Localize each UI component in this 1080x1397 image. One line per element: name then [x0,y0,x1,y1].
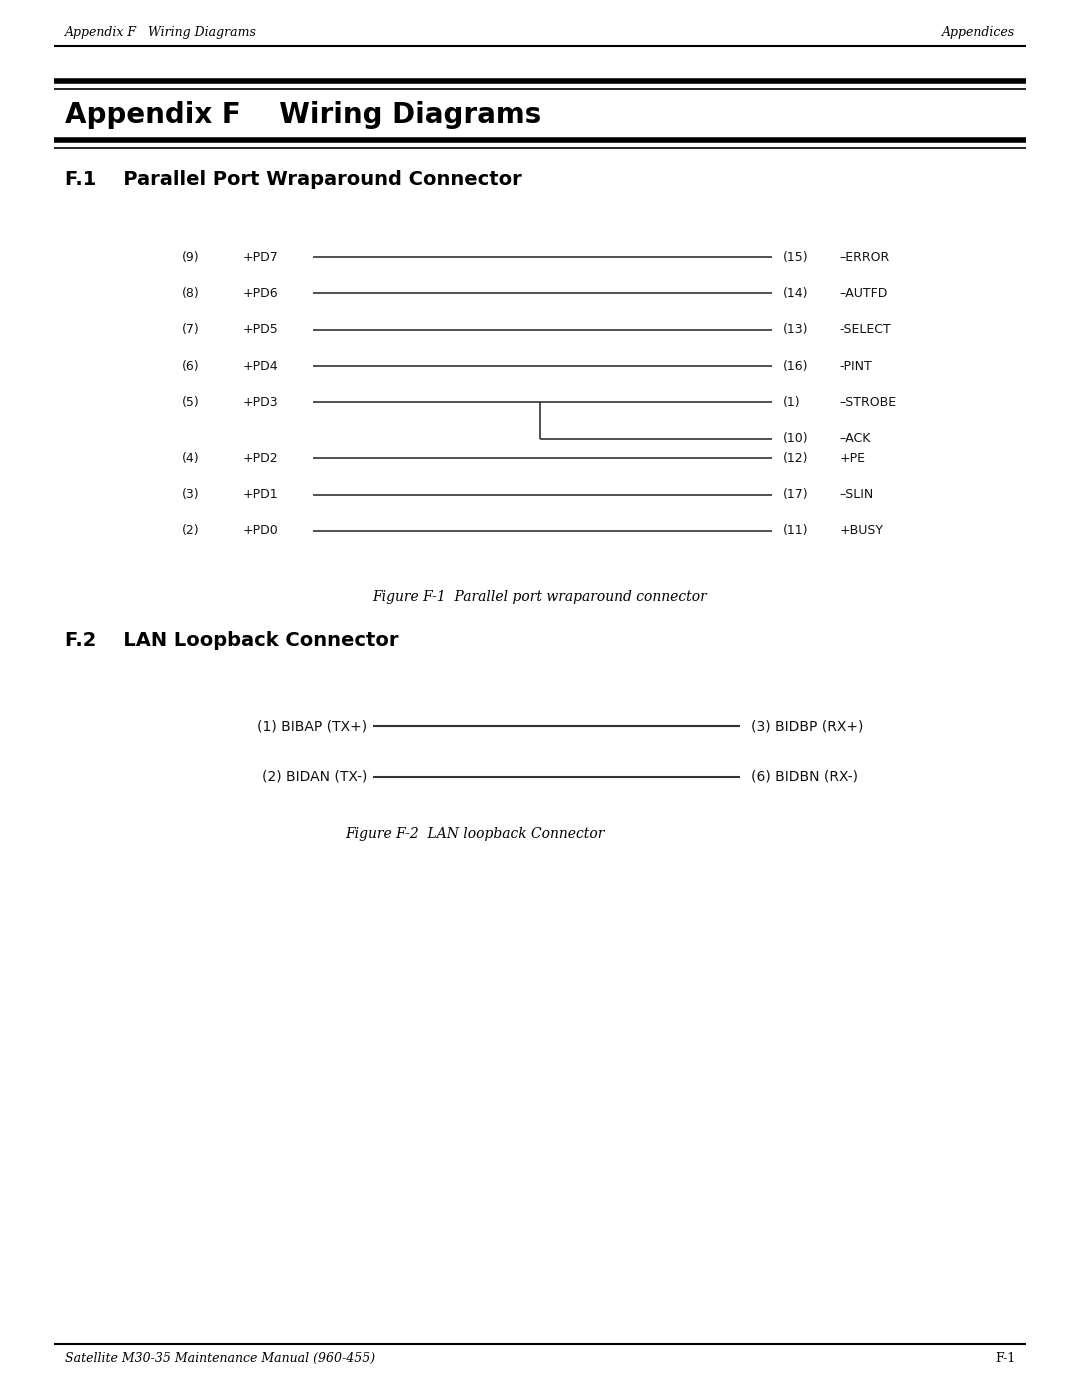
Text: –ERROR: –ERROR [839,250,890,264]
Text: +PE: +PE [839,451,865,465]
Text: (11): (11) [783,524,809,538]
Text: (1): (1) [783,395,800,409]
Text: (3): (3) [183,488,200,502]
Text: (8): (8) [183,286,200,300]
Text: -SELECT: -SELECT [839,323,891,337]
Text: Appendix F    Wiring Diagrams: Appendix F Wiring Diagrams [65,101,541,129]
Text: Satellite M30-35 Maintenance Manual (960-455): Satellite M30-35 Maintenance Manual (960… [65,1352,375,1365]
Text: +PD2: +PD2 [243,451,279,465]
Text: (2) BIDAN (TX-): (2) BIDAN (TX-) [261,770,367,784]
Text: –ACK: –ACK [839,432,870,446]
Text: Appendices: Appendices [942,27,1015,39]
Text: (10): (10) [783,432,809,446]
Text: +PD3: +PD3 [243,395,279,409]
Text: –STROBE: –STROBE [839,395,896,409]
Text: –AUTFD: –AUTFD [839,286,888,300]
Text: +PD7: +PD7 [243,250,279,264]
Text: (17): (17) [783,488,809,502]
Text: (7): (7) [183,323,200,337]
Text: (9): (9) [183,250,200,264]
Text: Figure F-1  Parallel port wraparound connector: Figure F-1 Parallel port wraparound conn… [373,590,707,604]
Text: -PINT: -PINT [839,359,872,373]
Text: (13): (13) [783,323,809,337]
Text: (14): (14) [783,286,809,300]
Text: +PD5: +PD5 [243,323,279,337]
Text: Appendix F   Wiring Diagrams: Appendix F Wiring Diagrams [65,27,257,39]
Text: (3) BIDBP (RX+): (3) BIDBP (RX+) [751,719,863,733]
Text: +PD6: +PD6 [243,286,279,300]
Text: (6): (6) [183,359,200,373]
Text: (12): (12) [783,451,809,465]
Text: +PD4: +PD4 [243,359,279,373]
Text: (1) BIBAP (TX+): (1) BIBAP (TX+) [257,719,367,733]
Text: (2): (2) [183,524,200,538]
Text: F.2    LAN Loopback Connector: F.2 LAN Loopback Connector [65,631,399,651]
Text: (16): (16) [783,359,809,373]
Text: F-1: F-1 [995,1352,1015,1365]
Text: +PD0: +PD0 [243,524,279,538]
Text: +PD1: +PD1 [243,488,279,502]
Text: +BUSY: +BUSY [839,524,883,538]
Text: (5): (5) [183,395,200,409]
Text: Figure F-2  LAN loopback Connector: Figure F-2 LAN loopback Connector [346,827,605,841]
Text: (4): (4) [183,451,200,465]
Text: (15): (15) [783,250,809,264]
Text: –SLIN: –SLIN [839,488,874,502]
Text: F.1    Parallel Port Wraparound Connector: F.1 Parallel Port Wraparound Connector [65,170,522,190]
Text: (6) BIDBN (RX-): (6) BIDBN (RX-) [751,770,858,784]
